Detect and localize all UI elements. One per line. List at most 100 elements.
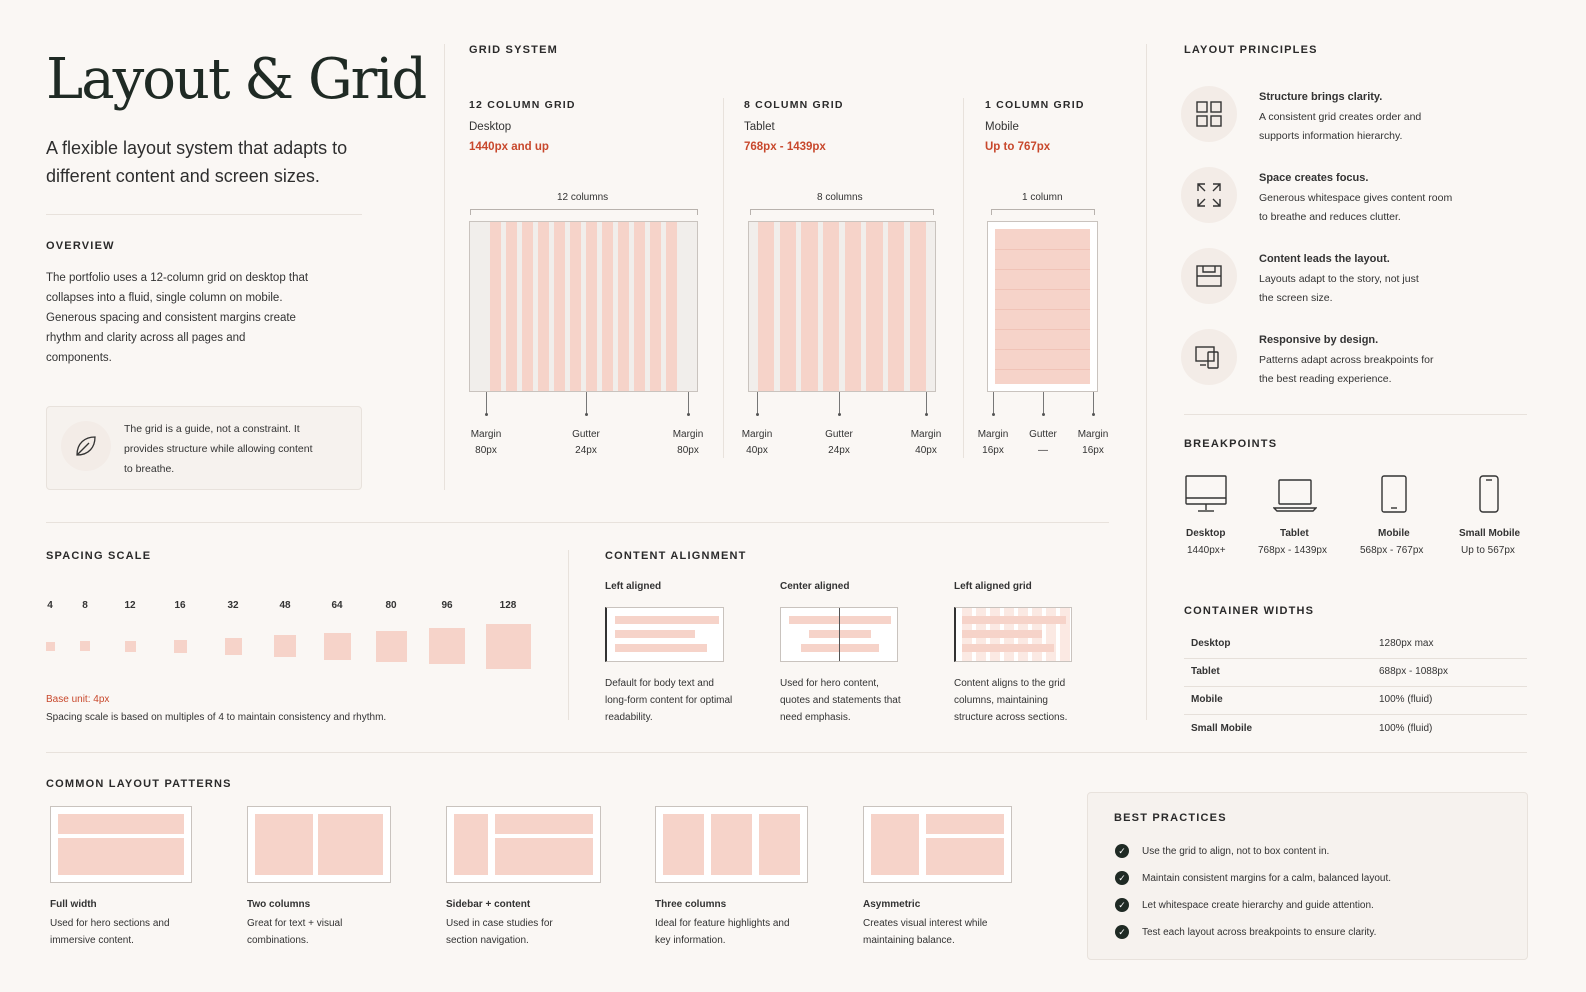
spacing-square: [274, 635, 296, 657]
patterns-heading: COMMON LAYOUT PATTERNS: [46, 778, 232, 790]
divider: [46, 522, 1109, 523]
alignment-heading: CONTENT ALIGNMENT: [605, 550, 747, 562]
alignment-title: Left aligned: [605, 581, 662, 592]
spacing-square: [429, 628, 465, 664]
spec-stem: [586, 392, 587, 414]
full-width-pattern: [50, 806, 192, 883]
container-name: Desktop: [1191, 638, 1231, 649]
spec-dot: [838, 413, 841, 416]
alignment-title: Left aligned grid: [954, 581, 1032, 592]
principle-text: Patterns adapt across breakpoints for th…: [1259, 354, 1434, 385]
spec-value: 16px: [982, 445, 1004, 456]
grid-column: [888, 222, 905, 391]
text-line: [962, 644, 1054, 652]
grid-device: Desktop: [469, 121, 512, 133]
spacing-square: [173, 639, 187, 653]
container-widths-heading: CONTAINER WIDTHS: [1184, 605, 1315, 617]
breakpoint-name: Mobile: [1378, 528, 1410, 539]
check-icon: ✓: [1115, 871, 1129, 885]
grid-column: [866, 222, 883, 391]
pattern-text: Used for hero sections and immersive con…: [50, 918, 170, 946]
pattern-title: Two columns: [247, 899, 311, 910]
grid-preview-1: [987, 221, 1098, 392]
row-band: [995, 329, 1090, 330]
practice-item: Let whitespace create hierarchy and guid…: [1142, 900, 1374, 911]
divider: [1184, 714, 1527, 715]
grid-name: 12 COLUMN GRID: [469, 99, 576, 111]
alignment-text: Used for hero content, quotes and statem…: [780, 678, 901, 723]
divider: [1184, 686, 1527, 687]
spacing-value: 12: [124, 600, 136, 611]
best-practices-heading: BEST PRACTICES: [1114, 812, 1227, 824]
spec-stem: [993, 392, 994, 414]
spec-value: 40px: [915, 445, 937, 456]
practice-item: Use the grid to align, not to box conten…: [1142, 846, 1330, 857]
grid-column: [522, 222, 533, 391]
grid-column: [506, 222, 517, 391]
grid-icon: [1181, 86, 1237, 142]
breakpoint-range: 1440px+: [1187, 545, 1226, 556]
principle-title: Responsive by design.: [1259, 334, 1379, 346]
spacing-square: [323, 632, 351, 660]
base-unit: Base unit: 4px: [46, 694, 110, 705]
spec-label: Margin: [1077, 429, 1109, 440]
principle-text: Layouts adapt to the story, not just the…: [1259, 273, 1419, 304]
container-value: 100% (fluid): [1379, 694, 1433, 705]
row-band: [995, 349, 1090, 350]
divider: [46, 214, 362, 215]
divider: [568, 550, 569, 720]
laptop-icon: [1272, 478, 1318, 517]
check-icon: ✓: [1115, 898, 1129, 912]
breakpoint-range: Up to 567px: [1461, 545, 1515, 556]
leaf-icon: [61, 421, 111, 471]
spec-value: 24px: [828, 445, 850, 456]
two-columns-pattern: [247, 806, 391, 883]
row-band: [995, 309, 1090, 310]
pattern-title: Sidebar + content: [446, 899, 531, 910]
grid-column: [666, 222, 677, 391]
principle-text: A consistent grid creates order and supp…: [1259, 111, 1422, 142]
check-icon: ✓: [1115, 925, 1129, 939]
grid-column: [779, 222, 796, 391]
container-name: Small Mobile: [1191, 723, 1253, 734]
spec-dot: [1042, 413, 1045, 416]
container-name: Mobile: [1191, 694, 1223, 705]
spacing-value: 128: [499, 600, 517, 611]
spacing-heading: SPACING SCALE: [46, 550, 152, 562]
three-columns-pattern: [655, 806, 808, 883]
grid-column: [538, 222, 549, 391]
grid-column: [602, 222, 613, 391]
spec-value: 40px: [746, 445, 768, 456]
spec-label: Margin: [672, 429, 704, 440]
spec-dot: [687, 413, 690, 416]
pattern-title: Asymmetric: [863, 899, 921, 910]
spec-dot: [1092, 413, 1095, 416]
grid-column: [586, 222, 597, 391]
grid-column: [570, 222, 581, 391]
spec-label: Margin: [470, 429, 502, 440]
row-band: [995, 369, 1090, 370]
pattern-text: Creates visual interest while maintainin…: [863, 918, 988, 946]
principle-title: Structure brings clarity.: [1259, 91, 1383, 103]
left-aligned-grid-preview: [954, 607, 1072, 662]
spacing-value: 96: [441, 600, 453, 611]
grid-range: Up to 767px: [985, 141, 1051, 153]
tablet-icon: [1380, 474, 1408, 519]
grid-column: [634, 222, 645, 391]
spec-value: 16px: [1082, 445, 1104, 456]
practice-item: Test each layout across breakpoints to e…: [1142, 927, 1377, 938]
divider: [46, 752, 1527, 753]
page-title: Layout & Grid: [46, 47, 427, 112]
spec-stem: [839, 392, 840, 414]
spec-stem: [1093, 392, 1094, 414]
container-value: 1280px max: [1379, 638, 1434, 649]
best-practices-card: BEST PRACTICES ✓ Use the grid to align, …: [1087, 792, 1528, 960]
columns-label: 12 columns: [557, 192, 609, 203]
pattern-title: Three columns: [655, 899, 727, 910]
spec-dot: [925, 413, 928, 416]
grid-column: [801, 222, 818, 391]
columns-label: 8 columns: [817, 192, 863, 203]
divider: [963, 98, 964, 458]
bracket: [470, 209, 698, 215]
grid-range: 1440px and up: [469, 141, 549, 153]
